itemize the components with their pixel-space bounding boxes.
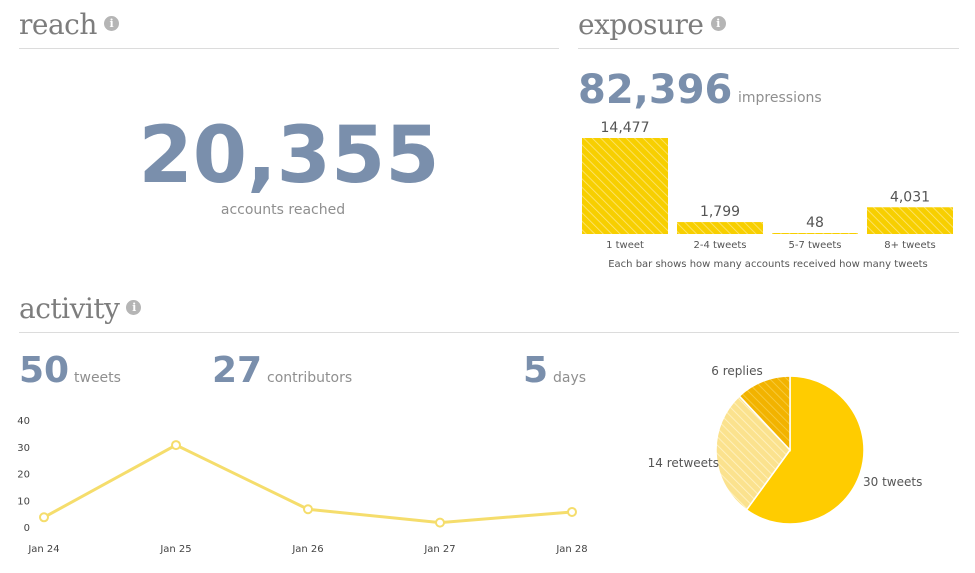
- pie-slice-30-tweets[interactable]: [745, 375, 865, 525]
- x-tick-label: Jan 26: [291, 544, 323, 555]
- activity-point[interactable]: [435, 517, 445, 528]
- activity-point[interactable]: [567, 506, 577, 517]
- exposure-divider: [578, 48, 959, 49]
- x-tick-label: Jan 24: [27, 544, 59, 555]
- bar-value-label: 1,799: [700, 204, 740, 220]
- x-tick-label: Jan 27: [423, 544, 455, 555]
- reach-info-icon[interactable]: i: [103, 16, 119, 31]
- bar-value-label: 48: [806, 215, 824, 231]
- activity-title: activity i: [19, 292, 142, 325]
- exposure-label: impressions: [738, 90, 822, 106]
- y-tick-label: 20: [17, 470, 30, 481]
- pie-slice-label: 6 replies: [711, 364, 762, 378]
- activity-point[interactable]: [39, 512, 49, 523]
- activity-point[interactable]: [303, 504, 313, 515]
- pie-slice-label: 30 tweets: [863, 475, 922, 489]
- reach-divider: [19, 48, 559, 49]
- y-tick-label: 0: [24, 523, 30, 534]
- exposure-value: 82,396: [578, 67, 733, 113]
- activity-divider: [19, 332, 959, 333]
- activity-info-icon[interactable]: i: [126, 300, 142, 315]
- bar-1-tweet[interactable]: [582, 138, 668, 234]
- y-tick-label: 10: [17, 496, 30, 507]
- exposure-caption: Each bar shows how many accounts receive…: [608, 259, 928, 270]
- bar-value-label: 14,477: [601, 120, 650, 136]
- days-count: 5: [523, 350, 549, 391]
- days-label: days: [553, 370, 587, 386]
- reach-value: 20,355: [138, 111, 440, 201]
- pie-slice-label: 14 retweets: [648, 456, 719, 470]
- pie-slice-6-replies[interactable]: [738, 375, 791, 452]
- reach-title-text: reach: [19, 8, 97, 41]
- reach-title: reach i: [19, 8, 119, 41]
- activity-title-text: activity: [19, 292, 120, 325]
- pie-slice-14-retweets[interactable]: [715, 394, 791, 511]
- exposure-info-icon[interactable]: i: [710, 16, 726, 31]
- activity-line-chart: 0 10 20 30 40 Jan 24 Jan 25 Jan 26 Jan 27 Jan 28: [17, 416, 587, 555]
- activity-point[interactable]: [171, 440, 181, 451]
- tweets-label: tweets: [74, 370, 121, 386]
- x-tick-label: Jan 25: [159, 544, 191, 555]
- y-tick-label: 30: [17, 443, 30, 454]
- exposure-bar-chart: 14,477 1 tweet 1,799 2-4 tweets 48 5-7 tweets…: [582, 120, 953, 270]
- bar-category-label: 2-4 tweets: [693, 240, 746, 251]
- bar-5-7-tweets[interactable]: [772, 233, 858, 234]
- bar-2-4-tweets[interactable]: [677, 222, 763, 234]
- bar-8-tweets[interactable]: [867, 207, 953, 234]
- contributors-count: 27: [212, 350, 263, 391]
- bar-category-label: 8+ tweets: [884, 240, 935, 251]
- bar-category-label: 5-7 tweets: [788, 240, 841, 251]
- exposure-title-text: exposure: [578, 8, 704, 41]
- bar-category-label: 1 tweet: [606, 240, 644, 251]
- activity-pie-chart: 30 tweets 14 retweets 6 replies: [648, 364, 922, 525]
- y-tick-label: 40: [17, 416, 30, 427]
- reach-label: accounts reached: [220, 202, 346, 218]
- x-tick-label: Jan 28: [555, 544, 587, 555]
- contributors-label: contributors: [267, 370, 353, 386]
- tweets-count: 50: [19, 350, 70, 391]
- bar-value-label: 4,031: [890, 189, 930, 205]
- exposure-title: exposure i: [578, 8, 726, 41]
